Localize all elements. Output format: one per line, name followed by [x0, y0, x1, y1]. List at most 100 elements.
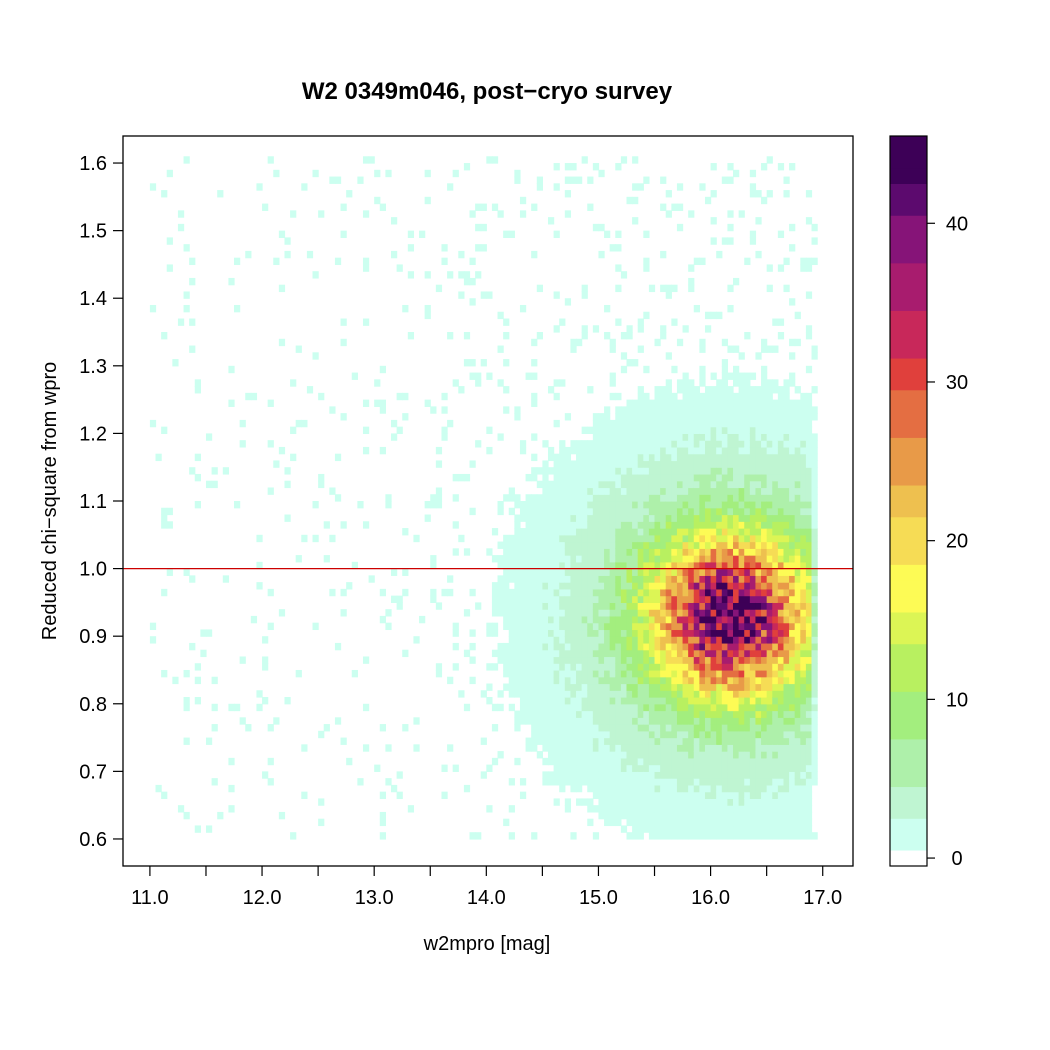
heatmap-cell [744, 494, 751, 502]
heatmap-cell [744, 561, 751, 570]
heatmap-cell [615, 602, 622, 610]
heatmap-cell [547, 771, 555, 779]
heatmap-cell [581, 548, 588, 556]
heatmap-cell [682, 568, 689, 576]
heatmap-cell [620, 501, 628, 509]
heatmap-cell [648, 480, 656, 489]
heatmap-cell [811, 683, 818, 691]
heatmap-cell [648, 724, 656, 732]
heatmap-cell [491, 649, 499, 658]
heatmap-cell [789, 453, 796, 462]
heatmap-cell [733, 392, 740, 401]
heatmap-cell [362, 318, 370, 326]
heatmap-cell [733, 514, 740, 522]
heatmap-cell [800, 771, 807, 779]
heatmap-cell [671, 602, 678, 610]
heatmap-cell [576, 487, 583, 495]
heatmap-cell [716, 250, 723, 259]
heatmap-cell [688, 615, 695, 624]
heatmap-cell [267, 440, 274, 448]
heatmap-cell [699, 507, 706, 516]
heatmap-cell [699, 467, 706, 475]
heatmap-cell [519, 514, 527, 522]
heatmap-cell [463, 163, 471, 171]
heatmap-cell [811, 656, 818, 664]
heatmap-cell [699, 372, 706, 380]
heatmap-cell [744, 379, 751, 387]
heatmap-cell [794, 737, 801, 745]
heatmap-cell [497, 433, 504, 441]
heatmap-cell [637, 724, 644, 732]
heatmap-cell [643, 751, 650, 759]
heatmap-cell [704, 602, 712, 610]
x-axis: 11.0 12.0 13.0 14.0 15.0 16.0 17.0 [131, 866, 842, 909]
heatmap-cell [598, 663, 605, 671]
heatmap-cell [592, 467, 600, 475]
heatmap-cell [620, 568, 628, 576]
heatmap-cell [290, 379, 297, 387]
heatmap-cell [553, 480, 560, 489]
heatmap-cell [693, 514, 700, 522]
heatmap-cell [733, 501, 740, 509]
heatmap-cell [800, 690, 807, 698]
heatmap-cell [772, 399, 779, 407]
heatmap-cell [665, 730, 672, 739]
heatmap-cell [682, 541, 689, 549]
heatmap-cell [570, 575, 577, 583]
heatmap-cell [581, 636, 588, 644]
heatmap-cell [805, 548, 813, 556]
heatmap-cell [733, 480, 740, 489]
heatmap-cell [783, 541, 790, 549]
colorbar-segment [890, 754, 927, 772]
heatmap-cell [604, 737, 611, 745]
heatmap-cell [805, 784, 813, 793]
heatmap-cell [620, 561, 628, 570]
heatmap-cell [733, 521, 740, 529]
heatmap-cell [609, 541, 616, 549]
heatmap-cell [738, 724, 745, 732]
heatmap-cell [744, 622, 751, 631]
heatmap-cell [744, 615, 751, 624]
heatmap-cell [514, 690, 521, 698]
heatmap-cell [632, 649, 639, 658]
heatmap-cell [531, 250, 538, 259]
heatmap-cell [716, 446, 723, 455]
heatmap-cell [676, 629, 684, 637]
heatmap-cell [536, 751, 543, 759]
heatmap-cell [755, 669, 762, 678]
heatmap-cell [777, 541, 785, 549]
heatmap-cell [211, 724, 218, 732]
heatmap-cell [385, 744, 392, 752]
heatmap-cell [755, 392, 762, 401]
heatmap-cell [564, 555, 572, 563]
heatmap-cell [615, 656, 622, 664]
heatmap-cell [301, 183, 308, 191]
heatmap-cell [637, 805, 644, 813]
heatmap-cell [570, 507, 577, 516]
heatmap-cell [704, 663, 712, 671]
heatmap-cell [508, 663, 515, 671]
heatmap-cell [643, 311, 650, 320]
heatmap-cell [570, 778, 577, 786]
heatmap-cell [626, 588, 633, 597]
heatmap-cell [688, 588, 695, 597]
heatmap-cell [592, 757, 600, 766]
heatmap-cell [660, 406, 667, 414]
heatmap-cell [761, 494, 768, 502]
heatmap-cell [564, 413, 572, 421]
heatmap-cell [183, 156, 190, 164]
heatmap-cell [626, 467, 633, 475]
heatmap-cell [811, 446, 818, 455]
heatmap-cell [676, 710, 684, 718]
heatmap-cell [648, 568, 656, 576]
heatmap-cell [559, 440, 566, 448]
heatmap-cell [710, 798, 717, 806]
heatmap-cell [346, 757, 353, 766]
heatmap-cell [592, 676, 600, 685]
heatmap-cell [632, 703, 639, 712]
heatmap-cell [755, 190, 762, 198]
heatmap-cell [609, 656, 616, 664]
heatmap-cell [805, 730, 813, 739]
heatmap-cell [570, 446, 577, 455]
heatmap-cell [789, 690, 796, 698]
